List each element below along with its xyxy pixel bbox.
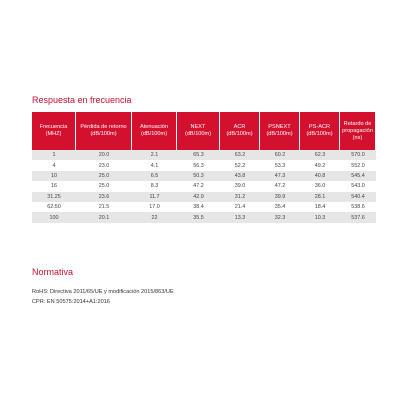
row-background [32,212,376,223]
table-cell: 38.4 [193,204,204,211]
header-cell: ACR (dB/100m) [220,112,260,150]
header-text: (dB/100m) [90,131,117,137]
table-cell: 47.2 [193,183,204,190]
table-cell: 540.4 [351,193,365,200]
table-cell: 62.3 [314,152,326,159]
table-cell: 545.4 [351,172,365,179]
table-cell: 52.2 [234,162,246,169]
table-cell: 22 [151,214,158,221]
table-cell: 17.0 [149,204,160,211]
text-line: RoHS: Directiva 2011/65/UE y modificació… [32,289,174,295]
header-cell: PS-ACR (dB/100m) [300,112,340,150]
row-background [32,150,376,161]
table-cell: 25.0 [98,172,110,179]
header-cell: NEXT (dB/100m) [177,112,220,150]
table-cell: 18.4 [314,204,326,211]
row-background [32,181,376,192]
row-background [32,160,376,171]
header-text: (MHZ) [45,131,62,137]
table-cell: 62.50 [47,204,61,211]
table-cell: 36.0 [314,183,326,190]
table-cell: 39.9 [274,193,286,200]
table-cell: 56.3 [193,162,204,169]
table-cell: 35.4 [274,204,286,211]
header-cell: Retardo de propagación (ns) [340,112,376,150]
table-cell: 32.3 [274,214,286,221]
table-cell: 47.2 [274,183,286,190]
header-text: Atenuación [140,124,168,130]
header-cell: Frecuencia (MHZ) [32,112,76,150]
table-cell: 4.1 [150,162,159,169]
table-cell: 538.6 [351,204,365,211]
table-cell: 31.25 [47,193,61,200]
table-cell: 49.2 [314,162,326,169]
header-cell: Pérdida de retorno (dB/100m) [76,112,132,150]
table-cell: 39.0 [234,183,246,190]
table-cell: 50.3 [193,172,204,179]
header-text: Retardo de [343,120,372,127]
text-line: CPR: EN 50575:2014+A1:2016 [32,299,110,305]
table-cell: 23.0 [98,162,110,169]
table-cell: 42.9 [193,193,204,200]
table-cell: 63.2 [234,152,246,159]
header-text: PSNEXT [268,124,291,130]
table-cell: 6.5 [150,172,159,179]
table-cell: 537.6 [351,214,365,221]
header-cell: PSNEXT (dB/100m) [260,112,300,150]
table-cell: 552.0 [351,162,365,169]
table-cell: 16 [51,183,57,190]
header-text: (dB/100m) [184,131,212,137]
table-cell: 31.2 [234,193,246,200]
table-cell: 43.8 [234,172,246,179]
table-cell: 100 [49,214,59,221]
table-cell: 570.0 [351,152,365,159]
table-cell: 23.6 [98,193,110,200]
table-cell: 8.3 [150,183,159,190]
table-cell: 21.5 [98,204,110,211]
table-cell: 11.7 [149,193,160,200]
row-background [32,202,376,213]
row-background [32,170,376,182]
section-title: Respuesta en frecuencia [32,95,132,105]
table-cell: 20.0 [98,152,110,159]
table-cell: 40.8 [314,172,326,179]
header-cell: Atenuación (dB/100m) [132,112,177,150]
table-cell: 21.4 [234,204,246,211]
table-cell: 35.5 [193,214,204,221]
table-cell: 10 [51,172,57,179]
header-text: NEXT [190,124,206,130]
header-text: propagación [342,127,373,134]
header-text: ACR [233,124,246,130]
section-title: Normativa [32,267,74,277]
table-cell: 543.0 [351,183,365,190]
header-text: Pérdida de retorno [80,124,127,130]
header-text: (dB/100m) [226,131,253,137]
table-cell: 28.1 [314,193,326,200]
header-text: Frecuencia [39,124,68,130]
table-cell: 2.1 [150,152,159,159]
row-background [32,191,376,202]
header-text: (dB/100m) [306,131,333,137]
header-text: (dB/100m) [140,131,168,137]
table-cell: 10.3 [314,214,326,221]
header-text: (ns) [352,134,363,141]
table-cell: 1 [52,152,56,159]
table-cell: 53.3 [274,162,286,169]
table-cell: 13.3 [234,214,246,221]
table-cell: 65.3 [193,152,204,159]
table-cell: 60.2 [274,152,286,159]
table-cell: 20.1 [98,214,110,221]
header-text: PS-ACR [308,124,331,130]
table-cell: 25.0 [98,183,110,190]
header-text: (dB/100m) [266,131,293,137]
table-cell: 4 [52,162,56,169]
table-cell: 47.3 [274,172,286,179]
